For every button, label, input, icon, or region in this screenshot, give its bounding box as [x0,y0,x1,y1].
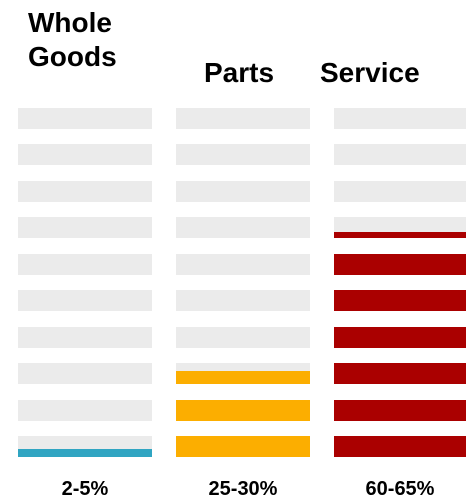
unit-cell-whole-goods [18,327,152,348]
unit-cell-service [334,108,466,129]
unit-cell-service [334,254,466,275]
unit-fill-service [334,436,466,457]
column-title-service: Service [320,56,420,90]
unit-cell-parts [176,290,310,311]
unit-cell-parts [176,436,310,457]
unit-cell-parts [176,363,310,384]
unit-cell-whole-goods [18,436,152,457]
unit-cell-service [334,290,466,311]
unit-fill-whole-goods [18,449,152,457]
unit-fill-service [334,400,466,421]
unit-fill-service [334,254,466,275]
unit-cell-parts [176,108,310,129]
unit-fill-parts [176,400,310,421]
unit-cell-parts [176,181,310,202]
value-label-service: 60-65% [365,478,435,500]
unit-cell-whole-goods [18,400,152,421]
unit-cell-service [334,144,466,165]
column-title-line: Service [320,57,420,88]
unit-fill-parts [176,371,310,384]
column-title-line: Whole [28,7,112,38]
unit-fill-service [334,363,466,384]
unit-cell-service [334,217,466,238]
column-title-whole-goods: Whole Goods [28,6,117,74]
unit-cell-service [334,436,466,457]
column-title-line: Parts [204,57,275,88]
unit-cell-parts [176,400,310,421]
unit-cell-whole-goods [18,108,152,129]
unit-cell-parts [176,217,310,238]
unit-cell-whole-goods [18,217,152,238]
unit-fill-parts [176,436,310,457]
column-title-parts: Parts [204,56,274,90]
unit-cell-service [334,363,466,384]
unit-cell-parts [176,144,310,165]
unit-fill-service [334,232,466,238]
unit-cell-service [334,181,466,202]
unit-cell-parts [176,327,310,348]
unit-cell-whole-goods [18,254,152,275]
unit-cell-whole-goods [18,144,152,165]
value-label-whole-goods: 2-5% [61,478,109,500]
unit-cell-service [334,327,466,348]
unit-cell-whole-goods [18,363,152,384]
unit-fill-service [334,290,466,311]
unit-cell-parts [176,254,310,275]
unit-cell-whole-goods [18,290,152,311]
unit-cell-whole-goods [18,181,152,202]
column-title-line: Goods [28,41,117,72]
unit-cell-service [334,400,466,421]
unit-fill-service [334,327,466,348]
value-label-parts: 25-30% [208,478,278,500]
